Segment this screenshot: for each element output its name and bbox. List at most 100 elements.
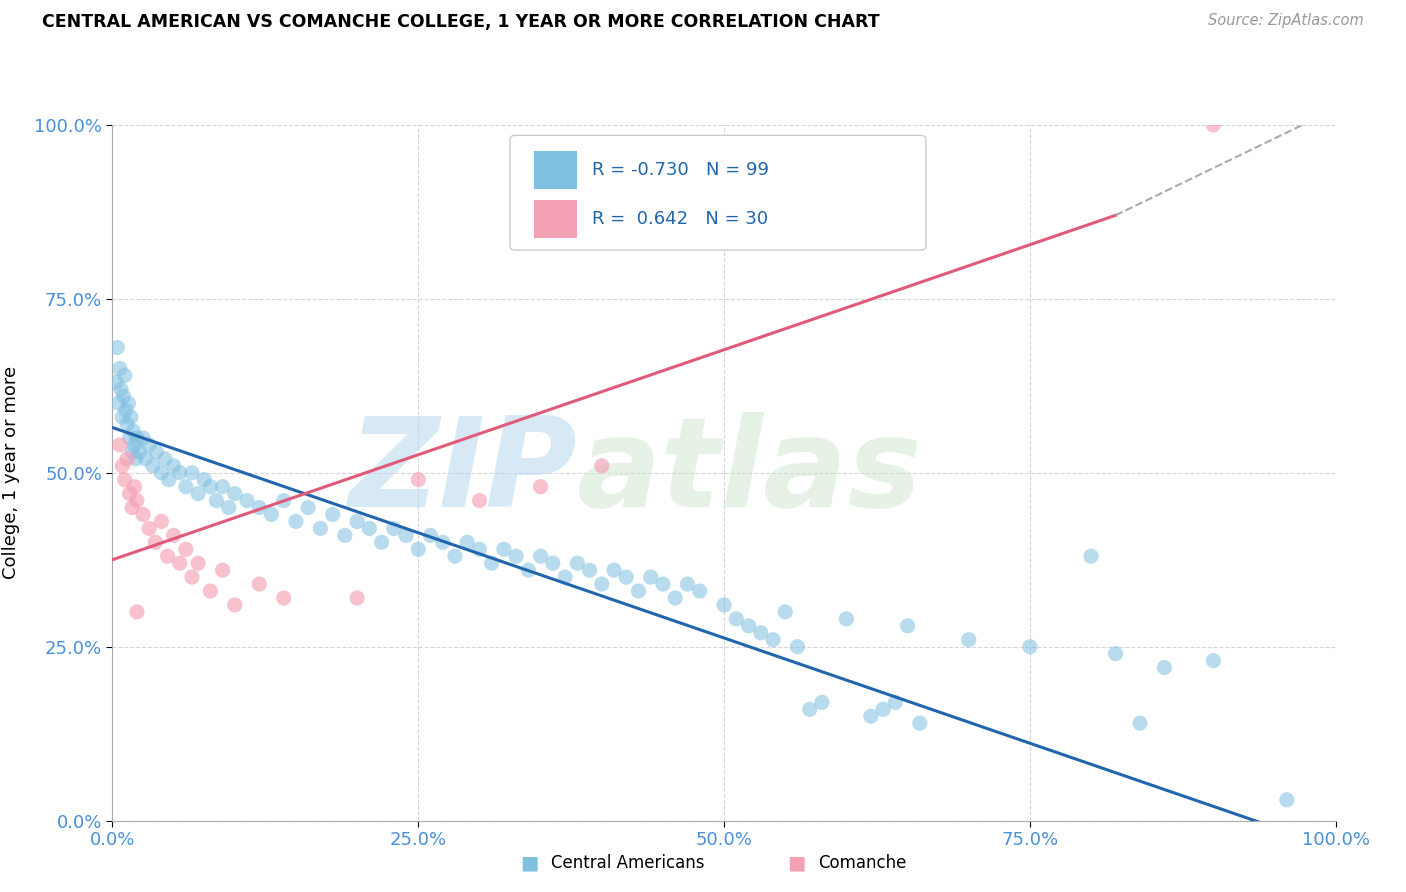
- Point: [115, 451, 138, 466]
- Point: [187, 486, 209, 500]
- Point: [163, 528, 186, 542]
- Point: [541, 556, 564, 570]
- Point: [749, 625, 772, 640]
- Point: [333, 528, 356, 542]
- Point: [1202, 654, 1225, 668]
- Point: [359, 521, 381, 535]
- Point: [408, 542, 430, 557]
- Point: [492, 542, 515, 557]
- Y-axis label: College, 1 year or more: College, 1 year or more: [3, 367, 20, 579]
- Point: [187, 556, 209, 570]
- Point: [1080, 549, 1102, 564]
- Point: [481, 556, 503, 570]
- Point: [591, 577, 613, 591]
- Point: [664, 591, 686, 605]
- Point: [297, 500, 319, 515]
- Point: [567, 556, 589, 570]
- Point: [786, 640, 808, 654]
- Point: [468, 542, 491, 557]
- Bar: [534, 200, 578, 238]
- Point: [603, 563, 626, 577]
- Point: [1018, 640, 1040, 654]
- Point: [153, 451, 176, 466]
- Point: [382, 521, 405, 535]
- Point: [125, 493, 148, 508]
- Point: [835, 612, 858, 626]
- Point: [125, 431, 148, 445]
- Point: [132, 508, 155, 522]
- Point: [111, 458, 134, 473]
- Text: ■: ■: [787, 853, 806, 872]
- Text: Central Americans: Central Americans: [551, 854, 704, 871]
- Point: [181, 570, 204, 584]
- Text: CENTRAL AMERICAN VS COMANCHE COLLEGE, 1 YEAR OR MORE CORRELATION CHART: CENTRAL AMERICAN VS COMANCHE COLLEGE, 1 …: [42, 13, 880, 31]
- Point: [859, 709, 882, 723]
- Point: [247, 577, 270, 591]
- Point: [247, 500, 270, 515]
- Point: [260, 508, 283, 522]
- Point: [517, 563, 540, 577]
- Point: [128, 445, 150, 459]
- Point: [1202, 118, 1225, 132]
- Point: [908, 716, 931, 731]
- Point: [578, 563, 600, 577]
- Point: [200, 480, 222, 494]
- Point: [284, 515, 308, 529]
- Point: [897, 619, 920, 633]
- Point: [775, 605, 797, 619]
- Point: [138, 438, 160, 452]
- Point: [115, 403, 138, 417]
- Point: [156, 549, 179, 564]
- Point: [118, 431, 141, 445]
- Point: [211, 563, 233, 577]
- Point: [108, 361, 131, 376]
- Point: [108, 438, 131, 452]
- Point: [1104, 647, 1126, 661]
- Text: atlas: atlas: [578, 412, 924, 533]
- Text: ZIP: ZIP: [349, 412, 578, 533]
- Point: [125, 451, 148, 466]
- Point: [408, 473, 430, 487]
- Point: [174, 542, 197, 557]
- Text: Source: ZipAtlas.com: Source: ZipAtlas.com: [1208, 13, 1364, 29]
- Point: [1275, 793, 1298, 807]
- Point: [205, 493, 228, 508]
- Point: [419, 528, 441, 542]
- Point: [111, 410, 134, 425]
- Point: [884, 695, 907, 709]
- FancyBboxPatch shape: [510, 136, 927, 250]
- Point: [652, 577, 675, 591]
- Point: [725, 612, 748, 626]
- Point: [169, 556, 191, 570]
- Point: [114, 473, 136, 487]
- Point: [713, 598, 735, 612]
- Point: [107, 396, 129, 410]
- Point: [370, 535, 392, 549]
- Point: [218, 500, 240, 515]
- Point: [689, 584, 711, 599]
- Point: [174, 480, 197, 494]
- Point: [1153, 660, 1175, 674]
- Point: [322, 508, 344, 522]
- Point: [114, 368, 136, 383]
- Point: [211, 480, 233, 494]
- Point: [150, 515, 173, 529]
- Point: [163, 458, 186, 473]
- Point: [124, 438, 146, 452]
- Point: [505, 549, 527, 564]
- Point: [110, 382, 132, 396]
- Point: [122, 424, 145, 438]
- Point: [132, 431, 155, 445]
- Point: [676, 577, 699, 591]
- Point: [811, 695, 834, 709]
- Point: [273, 493, 295, 508]
- Point: [529, 480, 551, 494]
- Point: [554, 570, 576, 584]
- Point: [346, 591, 368, 605]
- Point: [346, 515, 368, 529]
- Point: [799, 702, 821, 716]
- Point: [142, 458, 165, 473]
- Text: ■: ■: [520, 853, 538, 872]
- Text: Comanche: Comanche: [818, 854, 907, 871]
- Point: [529, 549, 551, 564]
